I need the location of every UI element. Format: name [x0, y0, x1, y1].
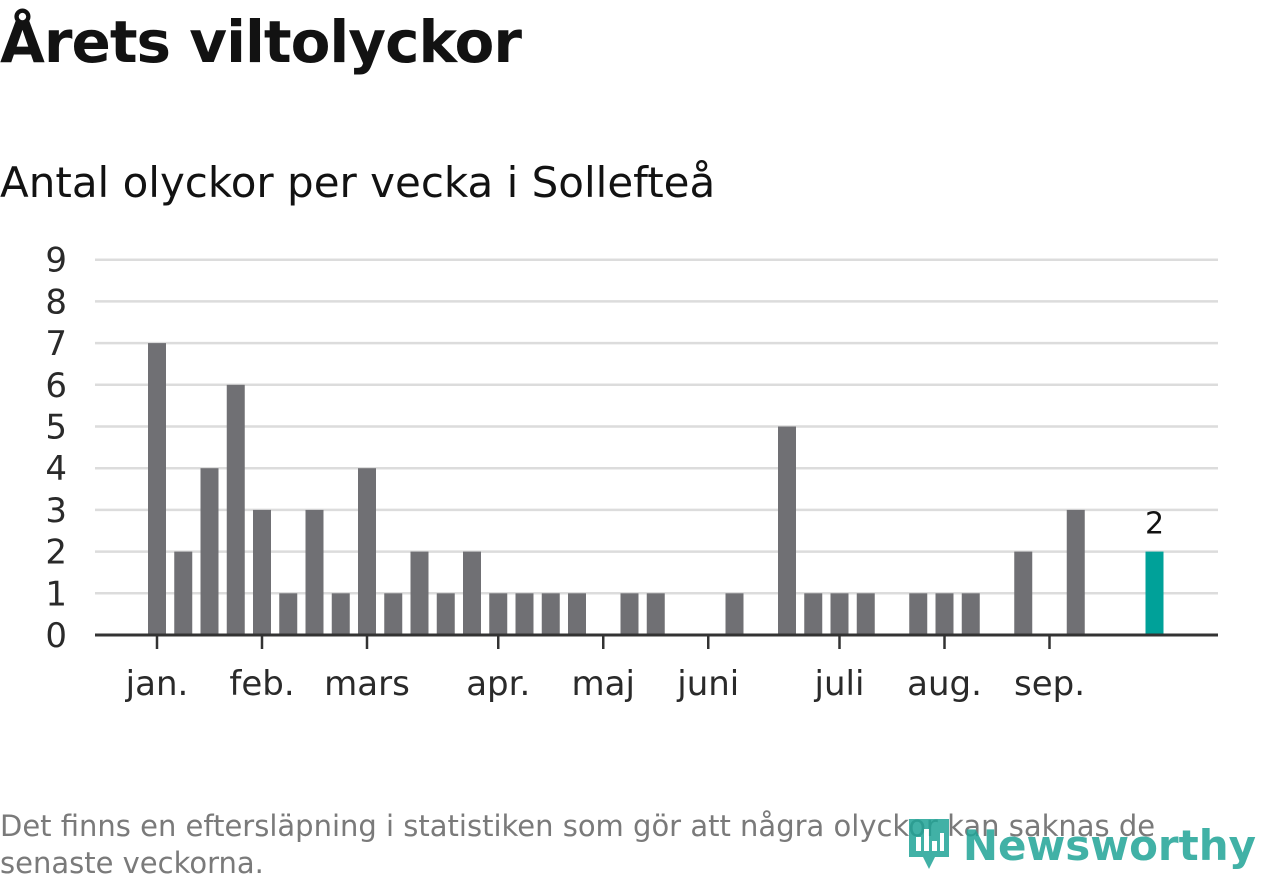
bar — [279, 593, 298, 635]
y-tick-label: 2 — [45, 533, 67, 573]
bar — [620, 593, 639, 635]
x-tick-label: apr. — [466, 664, 530, 704]
bar — [463, 551, 481, 635]
x-tick-label: juni — [676, 664, 739, 704]
bar — [331, 593, 350, 635]
gridlines — [95, 258, 1218, 595]
y-tick-label: 7 — [45, 324, 67, 364]
y-tick-label: 4 — [45, 449, 67, 489]
bar — [909, 593, 928, 635]
x-tick-label: maj — [572, 664, 635, 704]
bar — [384, 593, 403, 635]
brand-logo: Newsworthy — [905, 812, 1256, 878]
y-tick-label: 9 — [45, 241, 67, 281]
bar — [1066, 509, 1085, 635]
x-tick-label: mars — [324, 664, 410, 704]
footnote: Det finns en eftersläpning i statistiken… — [0, 809, 1156, 880]
y-tick-label: 0 — [45, 616, 67, 656]
bar — [174, 551, 193, 635]
brand-name: Newsworthy — [962, 820, 1256, 870]
bar — [200, 468, 219, 635]
bar — [1014, 551, 1033, 635]
x-tick-label: sep. — [1014, 664, 1085, 704]
y-tick-label: 3 — [45, 491, 67, 531]
x-tick-label: jan. — [125, 664, 189, 704]
bar — [1145, 551, 1164, 635]
bar — [305, 509, 324, 635]
bar — [935, 593, 954, 635]
highlight-value-label: 2 — [1145, 507, 1164, 542]
bar — [725, 593, 744, 635]
bar — [804, 593, 823, 635]
bar — [226, 384, 245, 635]
x-tick-label: aug. — [907, 664, 982, 704]
chart-subtitle: Antal olyckor per vecka i Sollefteå — [0, 158, 716, 207]
x-axis-ticks: jan. feb. mars apr. maj juni juli aug. sep. — [125, 635, 1085, 704]
x-tick-label: juli — [814, 664, 865, 704]
bar — [358, 468, 376, 635]
bar — [568, 593, 586, 635]
bar — [148, 343, 166, 635]
chart-title: Årets viltolyckor — [0, 8, 522, 76]
bar — [961, 593, 980, 635]
bars — [148, 343, 1164, 635]
bar — [253, 509, 271, 635]
y-tick-label: 8 — [45, 282, 67, 322]
bar — [778, 426, 796, 635]
y-tick-label: 5 — [45, 408, 67, 448]
y-tick-label: 6 — [45, 366, 67, 406]
bar — [541, 593, 560, 635]
newsworthy-logo-icon — [905, 813, 953, 877]
bar — [489, 593, 508, 635]
bar — [646, 593, 665, 635]
bar — [856, 593, 875, 635]
bar — [436, 593, 455, 635]
bar — [830, 593, 849, 635]
y-tick-label: 1 — [45, 574, 67, 614]
bar — [515, 593, 534, 635]
bar — [410, 551, 429, 635]
x-tick-label: feb. — [229, 664, 294, 704]
